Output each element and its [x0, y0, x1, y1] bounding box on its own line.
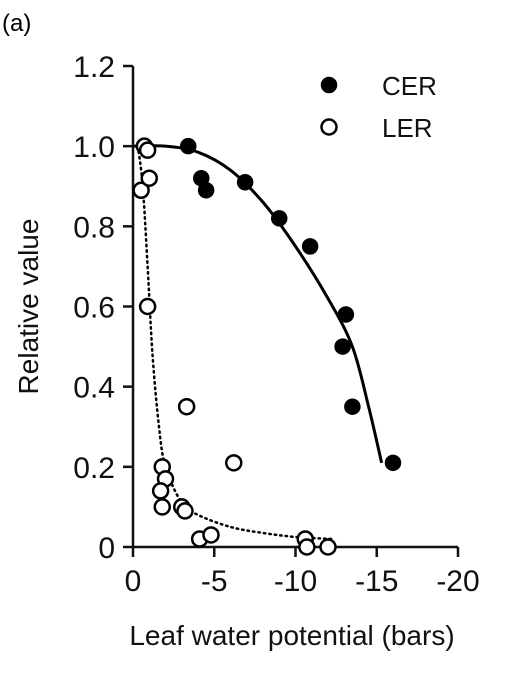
cer-data-point: [337, 306, 355, 323]
ler-data-point: [138, 141, 157, 159]
y-tick-label: 0: [98, 532, 115, 565]
y-tick-label: 0.6: [73, 292, 115, 325]
ler-data-point: [151, 482, 170, 500]
data-points: [132, 137, 402, 556]
cer-data-point: [180, 137, 197, 155]
y-tick-label: 1.2: [73, 51, 115, 84]
legend: CER LER: [320, 71, 437, 143]
panel-label: (a): [2, 10, 32, 37]
y-tick-label: 0.4: [73, 372, 115, 405]
ler-data-point: [153, 498, 171, 516]
ler-data-point: [176, 502, 194, 520]
ler-data-point: [298, 538, 316, 556]
cer-data-point: [344, 398, 361, 415]
ticks: 0 0.2 0.4 0.6 0.8 1.0 1.2 0 -5 -10 -15 -20: [73, 51, 479, 598]
x-tick-label: -10: [274, 565, 317, 598]
legend-label-cer: CER: [382, 71, 437, 101]
cer-data-point: [236, 173, 254, 191]
legend-label-ler: LER: [382, 113, 433, 143]
ler-data-point: [319, 538, 337, 556]
x-axis-title: Leaf water potential (bars): [129, 620, 454, 651]
y-tick-label: 0.8: [73, 211, 115, 244]
y-tick-label: 0.2: [73, 452, 115, 485]
cer-data-point: [301, 238, 319, 255]
ler-data-point: [140, 169, 158, 187]
y-axis-title: Relative value: [13, 219, 44, 395]
cer-data-point: [384, 454, 402, 472]
x-tick-label: -20: [436, 565, 479, 598]
ler-data-point: [225, 454, 243, 472]
cer-fit-line: [132, 144, 384, 464]
cer-data-point: [197, 182, 215, 199]
ler-data-point: [138, 297, 157, 316]
x-tick-label: 0: [125, 565, 142, 598]
y-tick-label: 1.0: [73, 131, 115, 164]
ler-data-point: [202, 526, 220, 544]
cer-data-point: [271, 210, 288, 227]
x-tick-label: -5: [201, 565, 228, 598]
ler-data-point: [132, 181, 150, 200]
cer-data-point: [334, 338, 351, 355]
ler-data-point: [177, 397, 196, 416]
x-tick-label: -15: [355, 565, 398, 598]
legend-marker-ler: [320, 118, 338, 136]
legend-marker-cer: [320, 76, 338, 94]
